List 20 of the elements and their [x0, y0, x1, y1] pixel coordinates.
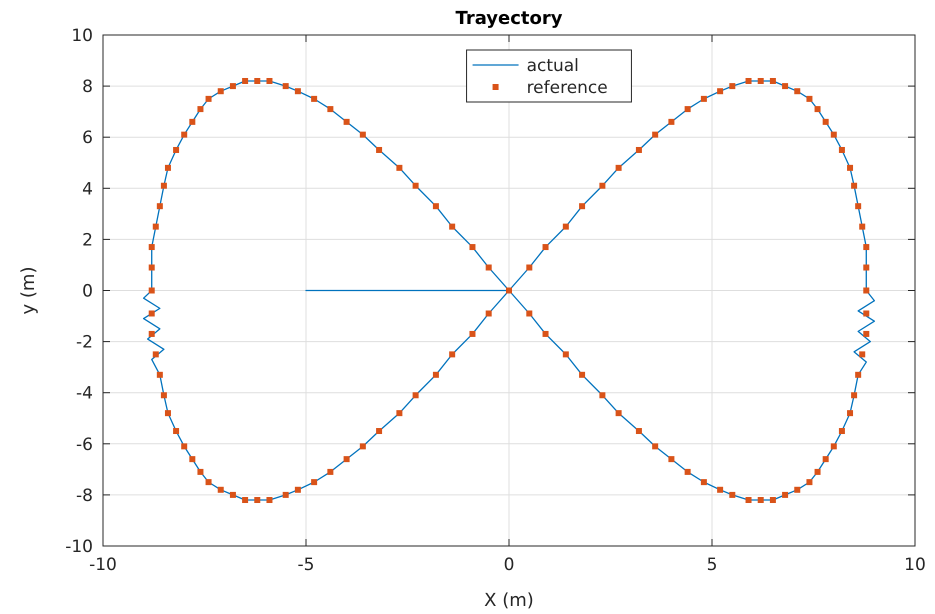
y-tick-label: -8 [76, 486, 93, 506]
y-tick-label: 6 [82, 128, 93, 148]
y-tick-label: -4 [76, 384, 93, 404]
x-tick-label: 0 [504, 555, 514, 575]
y-tick-label: 4 [82, 179, 93, 200]
legend-label: reference [526, 78, 608, 98]
chart-title: Trayectory [456, 8, 563, 29]
y-tick-label: -10 [65, 536, 93, 557]
x-axis-title: X (m) [484, 590, 534, 611]
y-tick-label: -6 [76, 434, 93, 455]
legend-label: actual [526, 56, 579, 76]
y-tick-label: 8 [82, 77, 93, 98]
x-tick-label: 10 [904, 555, 926, 575]
y-tick-label: 10 [71, 26, 93, 46]
x-tick-label: -5 [298, 555, 314, 575]
y-tick-label: -2 [76, 332, 93, 353]
y-axis-title: y (m) [18, 266, 39, 314]
y-tick-label: 2 [82, 230, 93, 250]
x-tick-label: 5 [706, 555, 718, 575]
y-tick-label: 0 [82, 281, 93, 302]
